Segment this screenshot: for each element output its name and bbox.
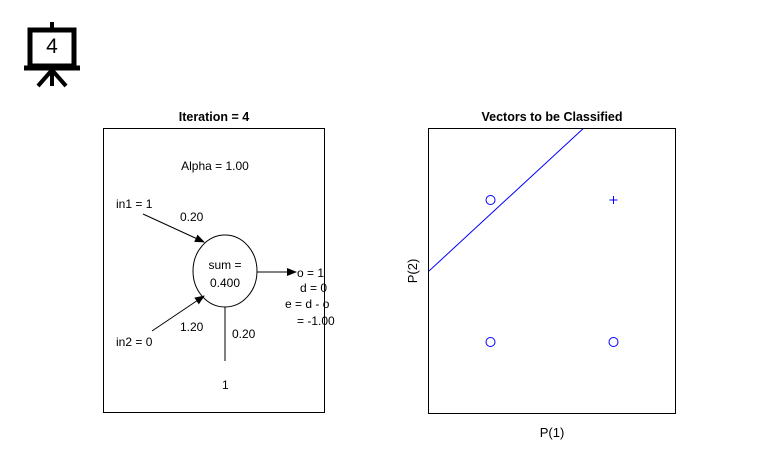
in1-weight: 0.20 — [180, 210, 204, 224]
in1-label: in1 = 1 — [116, 197, 153, 211]
alpha-label: Alpha = 1.00 — [181, 159, 249, 173]
y-axis-label: P(2) — [405, 258, 420, 284]
scatter-point-circle — [485, 337, 496, 347]
scatter-point-plus — [609, 196, 618, 204]
decision-boundary-line — [429, 129, 584, 272]
presentation-board-icon: 4 — [18, 18, 90, 90]
left-panel-title: Iteration = 4 — [178, 110, 250, 124]
sum-label: sum = — [208, 258, 242, 272]
in2-connection — [151, 295, 205, 332]
scatter-plot-panel — [428, 128, 676, 414]
output-error: = -1.00 — [297, 314, 335, 328]
bias-input: 1 — [222, 378, 229, 392]
output-e: e = d - o — [285, 297, 330, 311]
scatter-point-circle — [485, 195, 496, 205]
sum-value: 0.400 — [209, 276, 241, 290]
in2-weight: 1.20 — [180, 320, 204, 334]
neuron-diagram — [142, 213, 297, 361]
output-d: d = 0 — [300, 281, 328, 295]
in1-connection — [142, 213, 205, 243]
output-o: o = 1 — [297, 266, 325, 280]
scatter-plot — [429, 129, 619, 347]
scatter-point-circle — [608, 337, 619, 347]
badge-number: 4 — [46, 35, 58, 58]
scatter-plot-title: Vectors to be Classified — [481, 110, 623, 124]
neuron-diagram-panel: Alpha = 1.00 in1 = 1 0.20 sum = 0.400 o … — [103, 128, 335, 413]
x-axis-label: P(1) — [539, 425, 565, 440]
bias-weight: 0.20 — [232, 327, 256, 341]
in2-label: in2 = 0 — [116, 335, 153, 349]
